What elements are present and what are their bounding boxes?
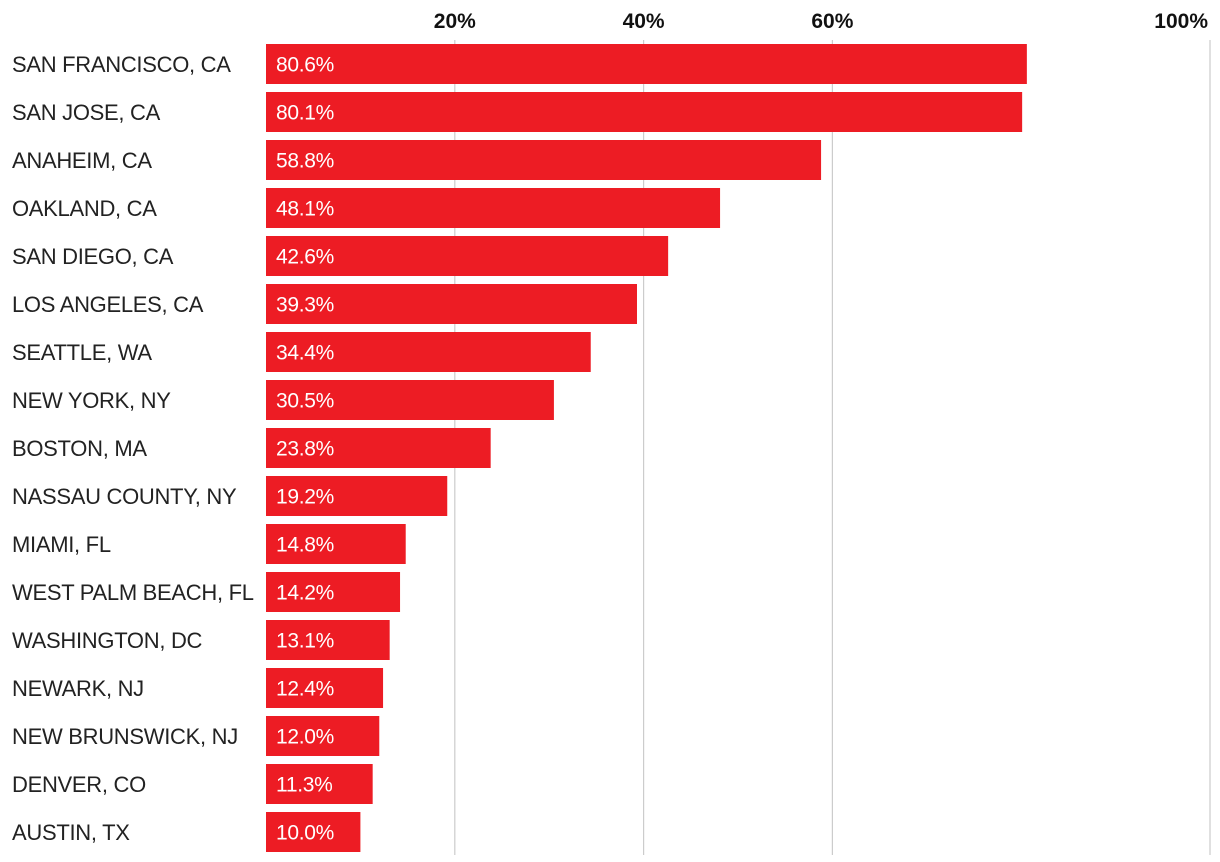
x-tick-label: 40% (623, 10, 665, 33)
bar (266, 332, 591, 372)
bar-value-label: 12.0% (276, 726, 334, 749)
category-label: NEW YORK, NY (12, 388, 171, 413)
category-labels: SAN FRANCISCO, CA SAN JOSE, CA ANAHEIM, CA… (12, 52, 254, 845)
bar-value-label: 30.5% (276, 390, 334, 413)
category-label: WASHINGTON, DC (12, 628, 203, 653)
category-label: LOS ANGELES, CA (12, 292, 204, 317)
bar-value-label: 13.1% (276, 630, 334, 653)
bar-value-label: 80.6% (276, 54, 334, 77)
category-label: SEATTLE, WA (12, 340, 152, 365)
category-label: SAN JOSE, CA (12, 100, 161, 125)
bar-value-label: 34.4% (276, 342, 334, 365)
bar (266, 380, 554, 420)
x-tick-label: 100% (1154, 10, 1208, 33)
bar (266, 92, 1023, 132)
x-axis-ticks: 20% 40% 60% 100% (434, 10, 1209, 33)
bar (266, 140, 822, 180)
category-label: NEWARK, NJ (12, 676, 144, 701)
category-label: NEW BRUNSWICK, NJ (12, 724, 238, 749)
category-label: DENVER, CO (12, 772, 146, 797)
bar-value-label: 14.8% (276, 534, 334, 557)
bar-value-label: 80.1% (276, 102, 334, 125)
bar (266, 44, 1027, 84)
bar-value-label: 42.6% (276, 246, 334, 269)
category-label: SAN DIEGO, CA (12, 244, 174, 269)
bar (266, 524, 406, 564)
category-label: SAN FRANCISCO, CA (12, 52, 231, 77)
bar (266, 284, 637, 324)
category-label: MIAMI, FL (12, 532, 111, 557)
bar (266, 476, 448, 516)
category-label: ANAHEIM, CA (12, 148, 152, 173)
bar (266, 236, 669, 276)
category-label: AUSTIN, TX (12, 820, 130, 845)
category-label: WEST PALM BEACH, FL (12, 580, 254, 605)
bars: 80.6% 80.1% 58.8% 48.1% 42.6% 39.3% 34.4% 30.5%… (266, 44, 1027, 852)
bar-value-label: 23.8% (276, 438, 334, 461)
category-label: NASSAU COUNTY, NY (12, 484, 237, 509)
category-label: BOSTON, MA (12, 436, 147, 461)
bar-value-label: 39.3% (276, 294, 334, 317)
bar-value-label: 11.3% (276, 774, 333, 797)
bar (266, 716, 380, 756)
x-tick-label: 20% (434, 10, 476, 33)
bar-value-label: 10.0% (276, 822, 334, 845)
bar (266, 812, 361, 852)
bar-value-label: 58.8% (276, 150, 334, 173)
bar (266, 620, 390, 660)
bar-value-label: 48.1% (276, 198, 334, 221)
bar-value-label: 12.4% (276, 678, 334, 701)
x-tick-label: 60% (811, 10, 853, 33)
bar (266, 428, 491, 468)
bar (266, 572, 401, 612)
category-label: OAKLAND, CA (12, 196, 157, 221)
bar-value-label: 14.2% (276, 582, 334, 605)
bar (266, 668, 384, 708)
bar (266, 188, 721, 228)
bar-value-label: 19.2% (276, 486, 334, 509)
bar (266, 764, 373, 804)
